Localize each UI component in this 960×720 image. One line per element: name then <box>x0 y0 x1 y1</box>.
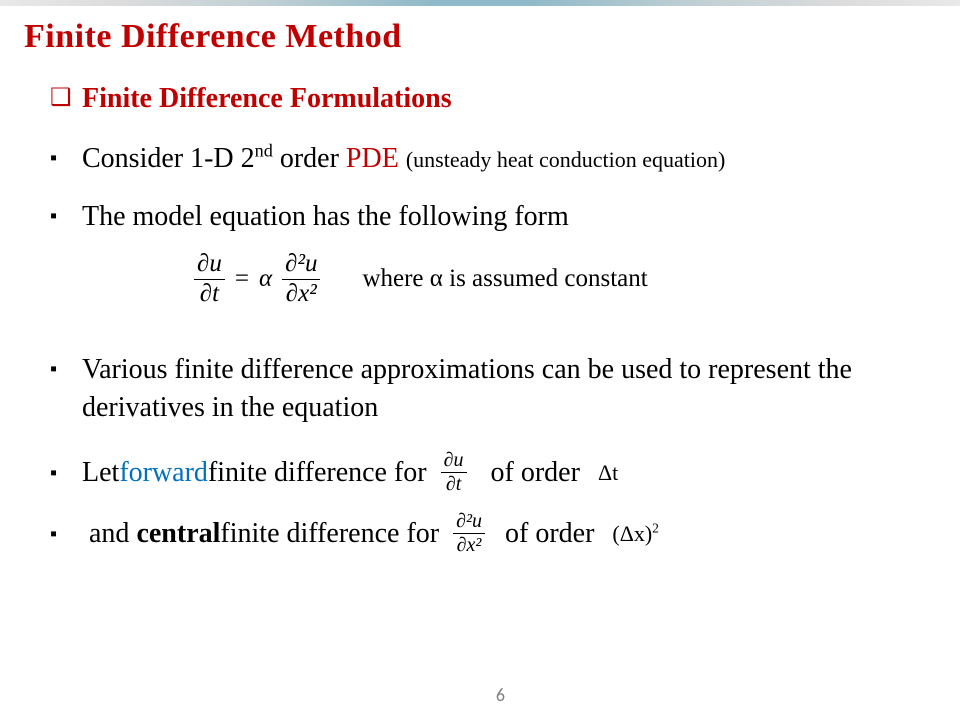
forward-post: finite difference for <box>208 454 427 492</box>
central-text: and central finite difference for ∂²u ∂x… <box>82 511 659 556</box>
consider-sup: nd <box>255 140 273 160</box>
consider-pre: Consider 1-D 2 <box>82 143 255 174</box>
pde-word: PDE <box>346 143 399 174</box>
square-bullet-icon: ▪ <box>50 148 68 168</box>
content-area: Finite Difference Method ❑ Finite Differ… <box>24 18 950 556</box>
slide-number: 6 <box>496 684 505 706</box>
forward-word: forward <box>119 454 208 492</box>
main-equation: ∂u ∂t = α ∂²u ∂x² <box>194 251 320 307</box>
central-pre: and <box>82 515 136 553</box>
subheading-text: Finite Difference Formulations <box>82 80 452 118</box>
frac-d2u-dx2: ∂²u ∂x² <box>282 251 320 307</box>
various-text: Various finite difference approximations… <box>82 351 942 427</box>
of-order-1: of order <box>491 454 580 492</box>
central-post: finite difference for <box>220 515 439 553</box>
square-bullet-icon: ▪ <box>50 524 68 544</box>
inline-frac-d2u-dx2: ∂²u ∂x² <box>453 511 485 556</box>
bullet-subheading: ❑ Finite Difference Formulations <box>50 80 950 118</box>
bullet-central: ▪ and central finite difference for ∂²u … <box>50 511 950 556</box>
equation-row: ∂u ∂t = α ∂²u ∂x² where α is assumed con… <box>194 251 950 307</box>
square-bullet-icon: ▪ <box>50 359 68 379</box>
model-form-text: The model equation has the following for… <box>82 198 569 236</box>
consider-note: unsteady heat conduction equation <box>413 147 718 172</box>
page-title: Finite Difference Method <box>24 18 950 56</box>
eq-d2u: ∂²u <box>285 250 317 277</box>
delta-t: Δt <box>598 458 618 488</box>
box-bullet-icon: ❑ <box>50 86 68 110</box>
bullet-forward: ▪ Let forward finite difference for ∂u ∂… <box>50 450 950 495</box>
consider-text: Consider 1-D 2nd order PDE (unsteady hea… <box>82 140 725 178</box>
square-bullet-icon: ▪ <box>50 206 68 226</box>
square-bullet-icon: ▪ <box>50 463 68 483</box>
bullet-model-form: ▪ The model equation has the following f… <box>50 198 950 236</box>
forward-pre: Let <box>82 454 119 492</box>
eq-alpha: α <box>259 265 272 293</box>
eq-dx2: ∂x² <box>286 280 317 307</box>
central-word: central <box>136 515 220 553</box>
delta-x-base: (Δx) <box>612 521 652 546</box>
frac-du-dt: ∂u ∂t <box>194 251 225 307</box>
inline-dx2: ∂x² <box>457 534 482 556</box>
forward-text: Let forward finite difference for ∂u ∂t … <box>82 450 618 495</box>
inline-dt: ∂t <box>446 473 461 495</box>
equation-where: where α is assumed constant <box>362 265 647 293</box>
eq-du: ∂u <box>197 250 222 277</box>
inline-frac-du-dt: ∂u ∂t <box>441 450 467 495</box>
of-order-2: of order <box>505 515 594 553</box>
inline-d2u: ∂²u <box>456 510 482 532</box>
delta-x-sq: (Δx)2 <box>612 519 658 549</box>
slide: Finite Difference Method ❑ Finite Differ… <box>0 0 960 720</box>
inline-du: ∂u <box>444 449 464 471</box>
decorative-top-bar <box>0 0 960 6</box>
bullet-various: ▪ Various finite difference approximatio… <box>50 351 950 427</box>
consider-mid: order <box>273 143 346 174</box>
eq-dt: ∂t <box>200 280 219 307</box>
bullet-consider: ▪ Consider 1-D 2nd order PDE (unsteady h… <box>50 140 950 178</box>
